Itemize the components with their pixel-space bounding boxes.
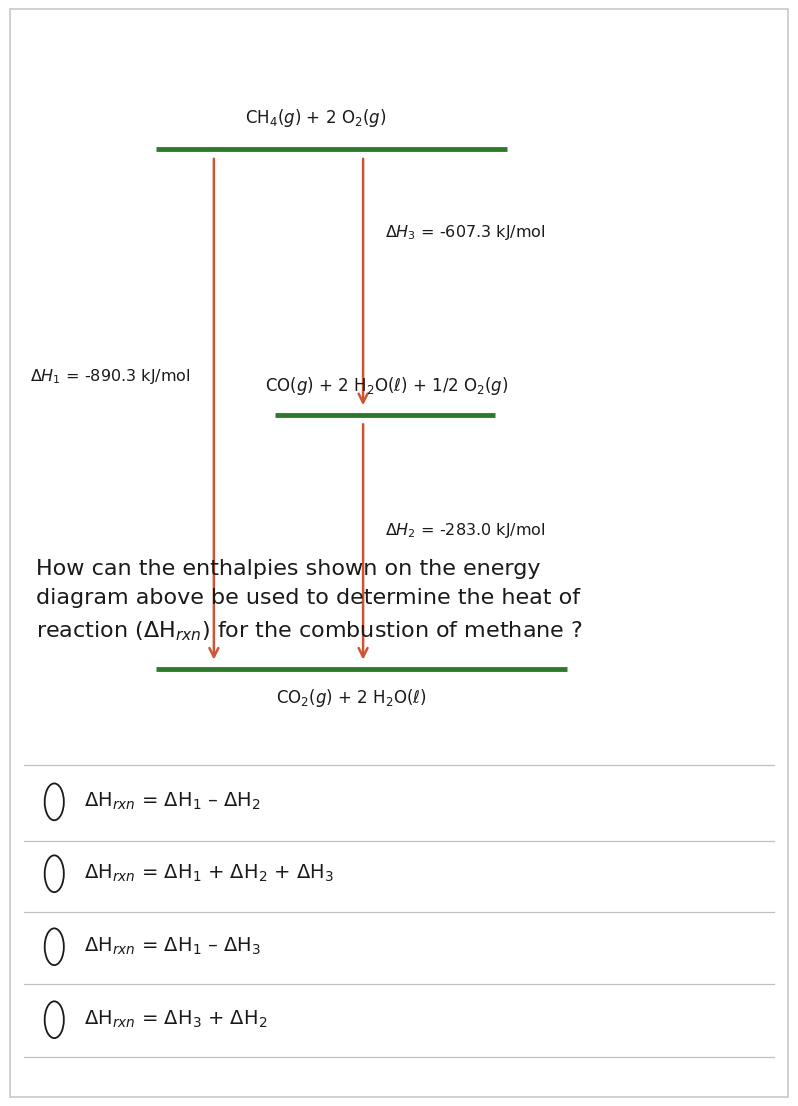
Text: Δ$H_2$ = -283.0 kJ/mol: Δ$H_2$ = -283.0 kJ/mol <box>385 521 546 541</box>
Text: CO($g$) + 2 H$_2$O($\ell$) + 1/2 O$_2$($g$): CO($g$) + 2 H$_2$O($\ell$) + 1/2 O$_2$($… <box>266 375 508 397</box>
Text: ΔH$_{rxn}$ = ΔH$_1$ – ΔH$_2$: ΔH$_{rxn}$ = ΔH$_1$ – ΔH$_2$ <box>84 791 261 813</box>
Text: ΔH$_{rxn}$ = ΔH$_3$ + ΔH$_2$: ΔH$_{rxn}$ = ΔH$_3$ + ΔH$_2$ <box>84 1009 267 1031</box>
Text: ΔH$_{rxn}$ = ΔH$_1$ – ΔH$_3$: ΔH$_{rxn}$ = ΔH$_1$ – ΔH$_3$ <box>84 936 261 958</box>
Text: CH$_4$($g$) + 2 O$_2$($g$): CH$_4$($g$) + 2 O$_2$($g$) <box>244 107 386 129</box>
Text: CO$_2$($g$) + 2 H$_2$O($\ell$): CO$_2$($g$) + 2 H$_2$O($\ell$) <box>276 687 426 709</box>
Text: How can the enthalpies shown on the energy
diagram above be used to determine th: How can the enthalpies shown on the ener… <box>36 559 583 643</box>
Text: Δ$H_3$ = -607.3 kJ/mol: Δ$H_3$ = -607.3 kJ/mol <box>385 222 546 242</box>
Text: Δ$H_1$ = -890.3 kJ/mol: Δ$H_1$ = -890.3 kJ/mol <box>30 366 191 386</box>
Text: ΔH$_{rxn}$ = ΔH$_1$ + ΔH$_2$ + ΔH$_3$: ΔH$_{rxn}$ = ΔH$_1$ + ΔH$_2$ + ΔH$_3$ <box>84 863 334 885</box>
FancyBboxPatch shape <box>10 9 788 1097</box>
